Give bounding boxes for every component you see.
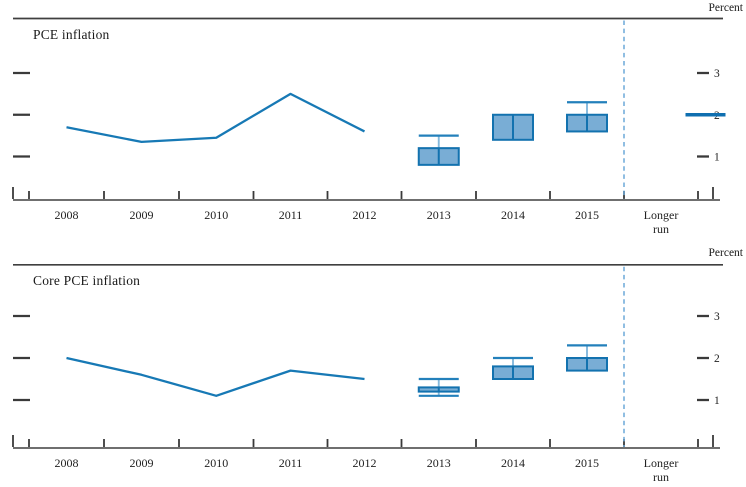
x-category-label: run (653, 470, 669, 484)
projection-2013 (417, 377, 460, 397)
x-category-label: 2009 (130, 456, 154, 470)
x-category-label: 2010 (204, 456, 228, 470)
x-category-label: 2008 (55, 208, 79, 222)
projection-2015 (566, 344, 608, 372)
x-category-label: 2008 (55, 456, 79, 470)
percent-axis-label-top: Percent (708, 2, 743, 14)
x-category-label: 2013 (427, 456, 451, 470)
x-category-label: 2012 (353, 456, 377, 470)
y-tick-label: 2 (714, 353, 720, 365)
projection-2013 (417, 134, 460, 166)
percent-axis-label-bottom: Percent (708, 247, 743, 259)
x-category-label: run (653, 222, 669, 236)
projection-2014 (492, 356, 534, 381)
history-line (66, 356, 365, 397)
y-tick-label: 1 (714, 152, 720, 164)
x-category-label: 2014 (501, 208, 525, 222)
x-category-label: Longer (644, 456, 679, 470)
x-category-label: 2011 (279, 456, 303, 470)
x-category-label: 2012 (353, 208, 377, 222)
panel-title-core-pce-inflation: Core PCE inflation (33, 273, 141, 288)
x-category-label: 2015 (575, 208, 599, 222)
projection-2015 (566, 101, 608, 133)
pce-inflation-chart: 12320082009201020112012201320142015Longe… (12, 17, 726, 236)
panel-title-pce-inflation: PCE inflation (33, 27, 110, 42)
y-tick-label: 1 (714, 395, 720, 407)
y-tick-label: 3 (714, 68, 720, 80)
projection-2014 (492, 113, 534, 141)
x-category-label: 2013 (427, 208, 451, 222)
history-line (66, 92, 366, 144)
x-category-label: 2011 (279, 208, 303, 222)
core-pce-inflation-chart: 1 2 3 2008 2009 2010 2011 2012 2013 2014 2015 Longe… (12, 263, 723, 484)
x-category-label: 2010 (204, 208, 228, 222)
y-tick-label: 3 (714, 311, 720, 323)
x-category-label: 2014 (501, 456, 525, 470)
x-category-label: 2015 (575, 456, 599, 470)
x-category-label: Longer (644, 208, 679, 222)
x-category-label: 2009 (130, 208, 154, 222)
